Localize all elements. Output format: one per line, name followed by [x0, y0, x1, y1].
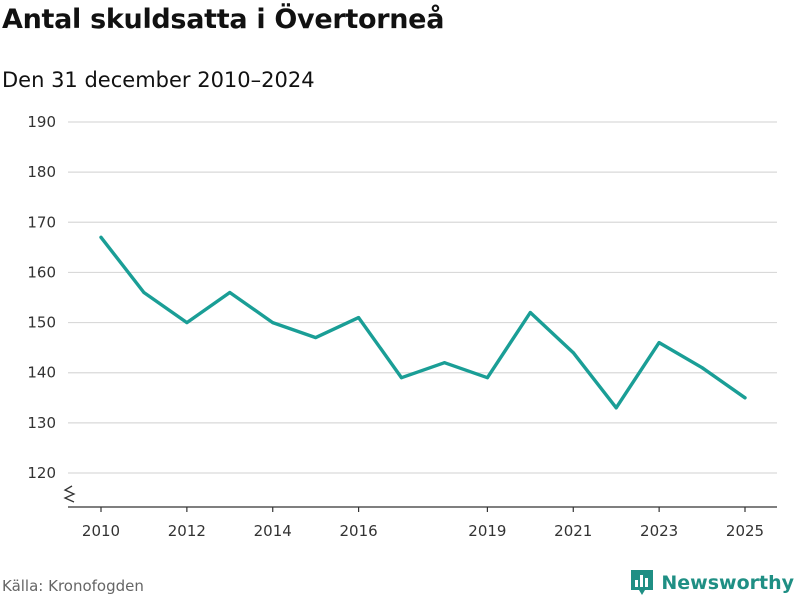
x-tick-label: 2019 [468, 522, 506, 540]
data-point-2020 [528, 311, 532, 315]
data-point-2012 [185, 321, 189, 325]
y-tick-label: 140 [27, 364, 56, 382]
data-point-2019 [485, 376, 489, 380]
x-tick-label: 2021 [554, 522, 592, 540]
x-tick-label: 2023 [640, 522, 678, 540]
data-point-2018 [442, 361, 446, 365]
data-point-2022 [614, 406, 618, 410]
series [99, 235, 747, 410]
y-tick-label: 120 [27, 464, 56, 482]
source-note: Källa: Kronofogden [2, 577, 144, 595]
data-point-2024 [700, 366, 704, 370]
x-tick-label: 2010 [82, 522, 120, 540]
bar-chart-icon [631, 570, 654, 595]
data-point-2021 [571, 351, 575, 355]
axis-break-mark [63, 485, 76, 503]
data-point-2013 [228, 290, 232, 294]
y-axis-labels: 120 130 140 150 160 170 180 190 [27, 113, 56, 482]
brand-logo: Newsworthy [629, 568, 794, 598]
data-point-2011 [142, 290, 146, 294]
data-point-2016 [357, 316, 361, 320]
x-axis-labels: 2010 2012 2014 2016 2019 2021 2023 2025 [82, 522, 764, 540]
x-axis [63, 485, 777, 512]
x-tick-label: 2016 [340, 522, 378, 540]
x-tick-label: 2012 [168, 522, 206, 540]
chart-title: Antal skuldsatta i Övertorneå [2, 4, 445, 35]
y-tick-label: 180 [27, 163, 56, 181]
brand-name: Newsworthy [661, 572, 794, 594]
y-tick-label: 130 [27, 414, 56, 432]
data-point-2025 [743, 396, 747, 400]
x-tick-label: 2014 [254, 522, 292, 540]
chart-subtitle: Den 31 december 2010–2024 [2, 68, 315, 92]
x-tick-label: 2025 [726, 522, 764, 540]
gridlines [68, 121, 777, 474]
y-tick-label: 190 [27, 113, 56, 131]
data-point-2015 [314, 336, 318, 340]
y-tick-label: 170 [27, 213, 56, 231]
data-point-2010 [99, 235, 103, 239]
data-point-2017 [400, 376, 404, 380]
data-point-2023 [657, 341, 661, 345]
series-line [99, 235, 747, 410]
data-point-2014 [271, 321, 275, 325]
y-tick-label: 150 [27, 314, 56, 332]
y-tick-label: 160 [27, 263, 56, 281]
